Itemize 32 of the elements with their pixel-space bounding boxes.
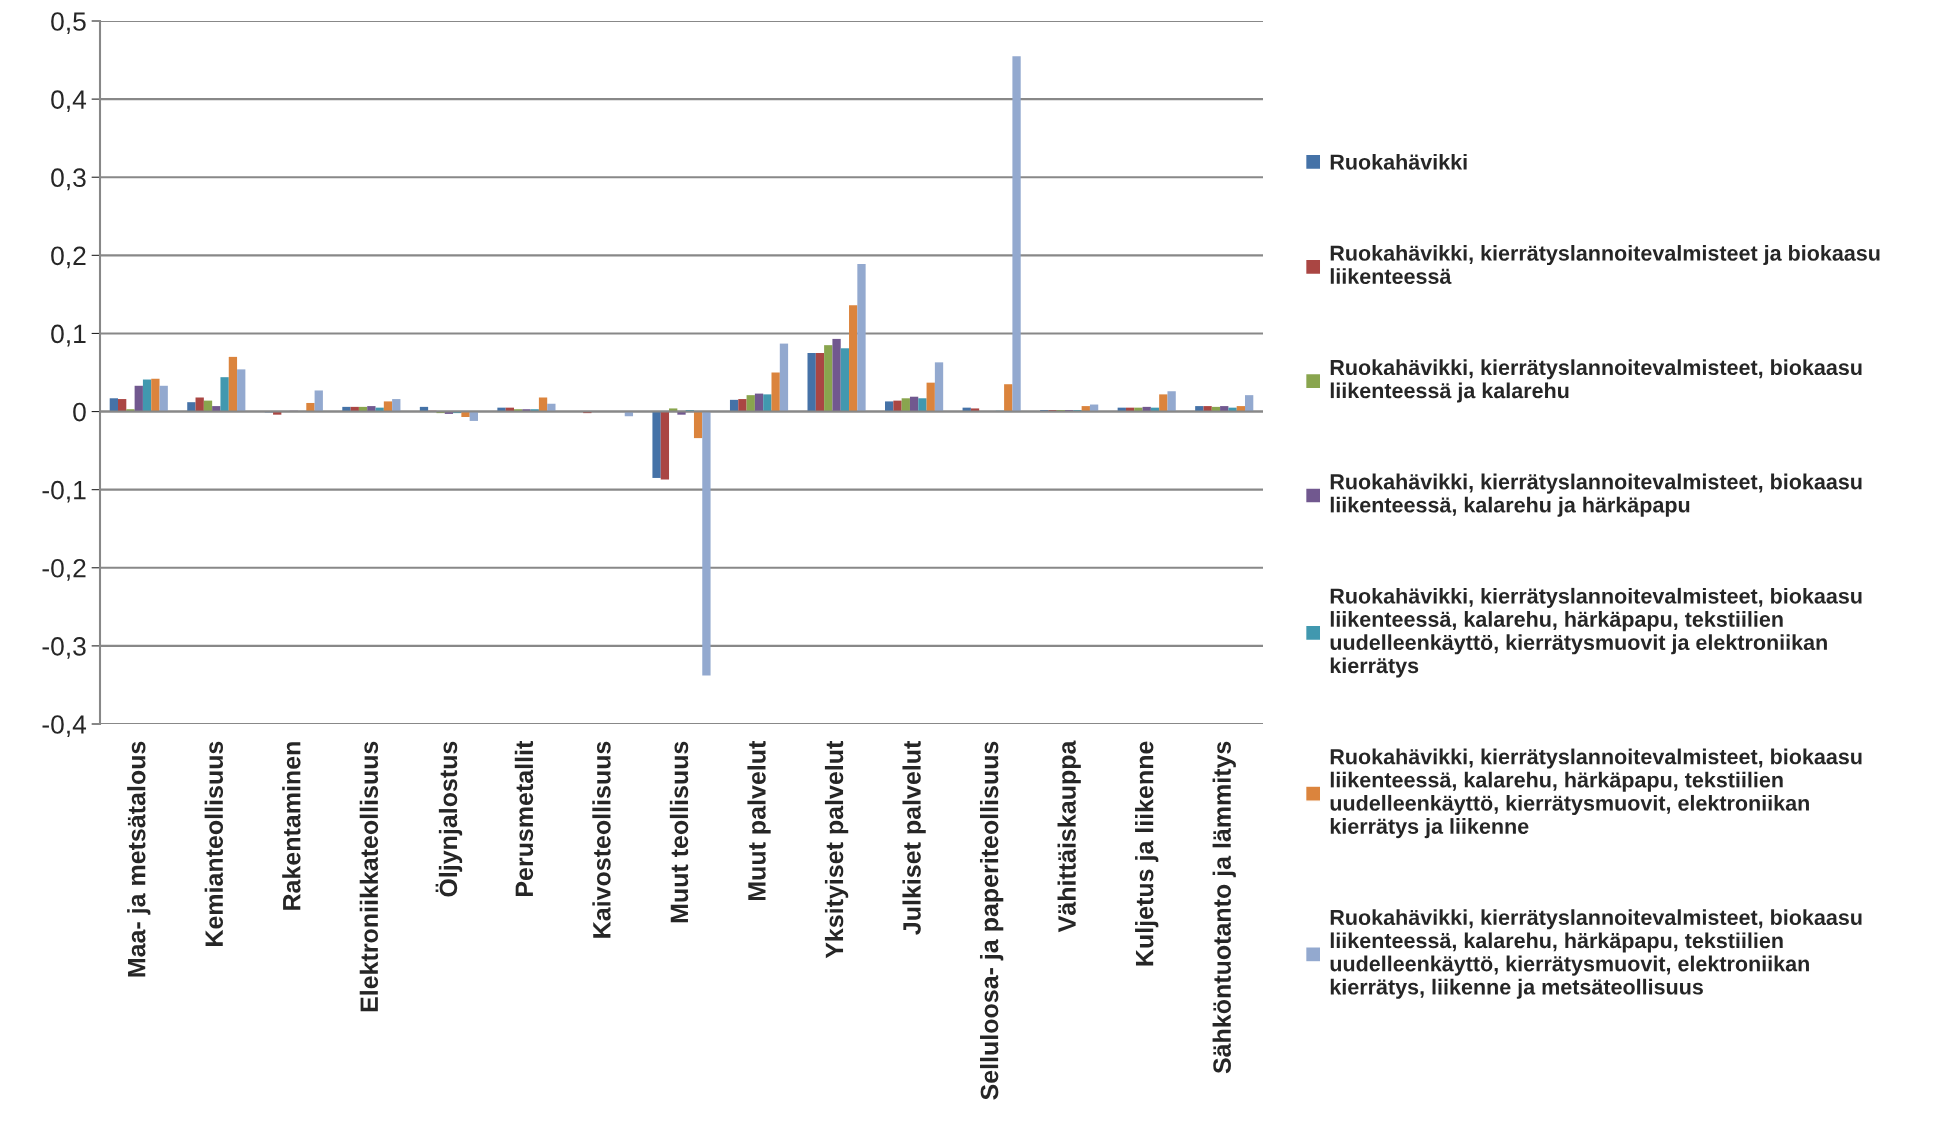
x-tick-label: Sähköntuotanto ja lämmitys <box>1212 741 1236 1074</box>
y-tick-label: -0,3 <box>42 637 86 659</box>
x-tick-label: Yksityiset palvelut <box>824 740 849 959</box>
y-tick-label: 0,1 <box>51 324 86 347</box>
x-tick-label: Vähittäiskauppa <box>1057 740 1081 933</box>
x-tick-label: Muut palvelut <box>747 740 771 901</box>
legend-label: Ruokahävikki, kierrätyslannoitevalmisteet, biokaasu liikenteessä, kalarehu, härkäpapu, tekstiilien uudelleenkäyttö, kierrätysmuovit, elektroniikan kierrätys, liikenne ja metsäteollisuus <box>1330 909 1862 999</box>
x-tick-label: Muut teollisuus <box>669 741 689 923</box>
x-tick-label: Kaivosteollisuus <box>592 741 611 938</box>
x-tick-label: Öljynjalostus <box>435 741 463 897</box>
legend-label: Ruokahävikki, kierrätyslannoitevalmisteet, biokaasu liikenteessä, kalarehu, härkäpapu, tekstiilien uudelleenkäyttö, kierrätysmuovit ja elektroniikan kierrätys <box>1330 587 1862 678</box>
x-tick-label: Maa- ja metsätalous <box>127 741 151 977</box>
legend-label: Ruokahävikki <box>1330 153 1467 170</box>
y-tick-label: -0,4 <box>42 715 87 737</box>
y-tick-label: 0,3 <box>51 168 86 191</box>
y-tick-label: 0,2 <box>51 246 86 269</box>
legend-label: Ruokahävikki, kierrätyslannoitevalmisteet, biokaasu liikenteessä, kalarehu ja härkäpapu <box>1330 473 1862 517</box>
x-tick-label: Kuljetus ja liikenne <box>1135 741 1159 966</box>
x-tick-label: Selluloosa- ja paperiteollisuus <box>979 741 1004 1100</box>
y-tick-label: -0,2 <box>42 558 86 581</box>
x-tick-label: Rakentaminen <box>282 742 301 910</box>
y-tick-label: 0,4 <box>51 90 87 113</box>
y-tick-label: 0 <box>73 402 86 422</box>
x-tick-label: Kemianteollisuus <box>204 741 224 946</box>
legend-label: Ruokahävikki, kierrätyslannoitevalmisteet, biokaasu liikenteessä ja kalarehu <box>1330 359 1862 403</box>
x-tick-label: Perusmetallit <box>514 740 534 896</box>
y-tick-label: -0,1 <box>42 480 86 503</box>
legend-label: Ruokahävikki, kierrätyslannoitevalmisteet, biokaasu liikenteessä, kalarehu, härkäpapu, tekstiilien uudelleenkäyttö, kierrätysmuovit, elektroniikan kierrätys ja liikenne <box>1330 748 1862 839</box>
x-tick-label: Elektroniikkateollisuus <box>359 741 379 1012</box>
y-tick-label: 0,5 <box>51 12 86 34</box>
legend-label: Ruokahävikki, kierrätyslannoitevalmisteet ja biokaasu liikenteessä <box>1330 244 1880 284</box>
x-tick-label: Julkiset palvelut <box>902 740 926 935</box>
